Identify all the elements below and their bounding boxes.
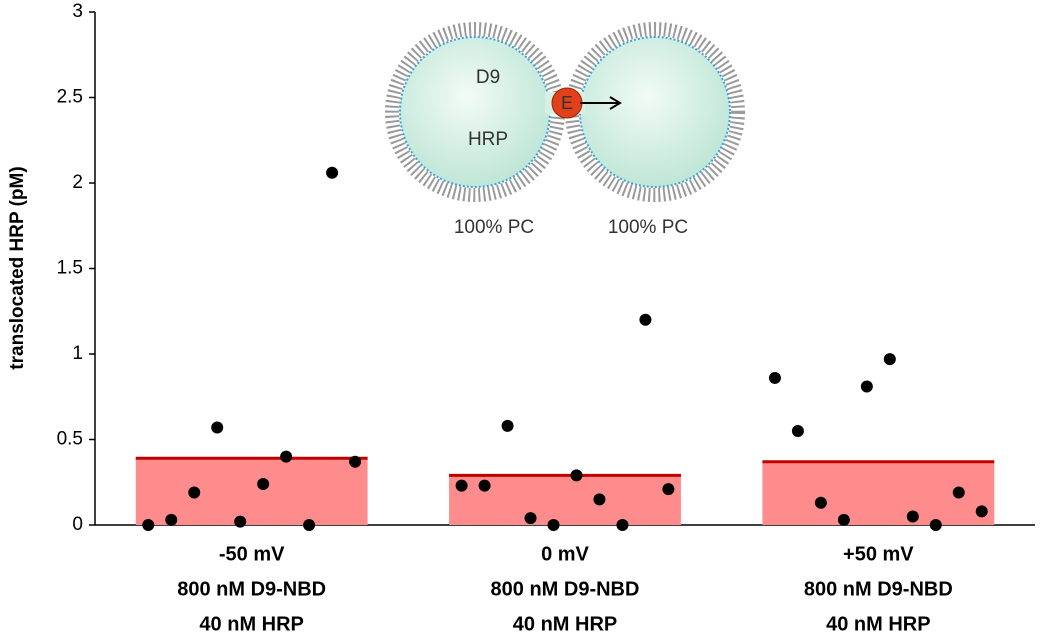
- x-tick-label: 800 nM D9-NBD: [804, 578, 953, 600]
- data-point: [883, 353, 896, 366]
- data-point: [501, 419, 514, 432]
- data-point: [662, 483, 675, 496]
- y-tick-label: 3: [72, 1, 83, 22]
- data-point: [570, 469, 583, 482]
- data-point: [478, 479, 491, 492]
- x-tick-label: 800 nM D9-NBD: [491, 578, 640, 600]
- annotation: D9: [476, 67, 500, 88]
- annotation: 100% PC: [608, 217, 688, 238]
- data-point: [303, 519, 316, 531]
- bar: [135, 458, 368, 525]
- x-tick-label: 0 mV: [541, 543, 589, 565]
- x-tick-label: 40 nM HRP: [513, 613, 617, 635]
- data-point: [188, 486, 201, 499]
- data-point: [837, 513, 850, 526]
- data-point: [791, 424, 804, 437]
- y-tick-label: 1.5: [57, 258, 83, 279]
- data-point: [929, 519, 942, 531]
- data-point: [906, 510, 919, 523]
- annotation: E: [561, 93, 573, 113]
- data-point: [257, 477, 270, 490]
- y-tick-label: 2.5: [57, 87, 83, 108]
- data-point: [639, 313, 652, 326]
- data-point: [165, 513, 178, 526]
- annotation: HRP: [468, 129, 508, 150]
- data-point: [349, 455, 362, 468]
- arrow-head: [609, 96, 622, 110]
- data-point: [593, 493, 606, 506]
- data-point: [616, 519, 629, 531]
- data-point: [952, 486, 965, 499]
- data-point: [211, 421, 224, 434]
- data-point: [814, 496, 827, 509]
- data-point: [524, 512, 537, 525]
- data-point: [142, 519, 155, 531]
- x-tick-label: 800 nM D9-NBD: [177, 578, 326, 600]
- data-point: [234, 515, 247, 528]
- data-point: [547, 519, 560, 531]
- data-point: [326, 166, 339, 179]
- x-tick-label: +50 mV: [843, 543, 914, 565]
- y-axis-label: translocated HRP (pM): [7, 166, 28, 369]
- data-point: [860, 380, 873, 393]
- data-point: [975, 505, 988, 518]
- vesicle: [579, 36, 731, 188]
- data-point: [455, 479, 468, 492]
- y-tick-label: 2: [72, 172, 83, 193]
- y-tick-label: 0: [72, 514, 83, 535]
- data-point: [280, 450, 293, 463]
- vesicle: [399, 36, 551, 188]
- y-tick-label: 1: [72, 343, 83, 364]
- y-tick-label: 0.5: [57, 429, 83, 450]
- data-point: [768, 371, 781, 384]
- x-tick-label: 40 nM HRP: [199, 613, 303, 635]
- x-tick-label: 40 nM HRP: [826, 613, 930, 635]
- annotation: 100% PC: [454, 217, 534, 238]
- inset-diagram: D9 HRP E 100% PC 100% PC: [385, 22, 745, 238]
- x-tick-label: -50 mV: [219, 543, 285, 565]
